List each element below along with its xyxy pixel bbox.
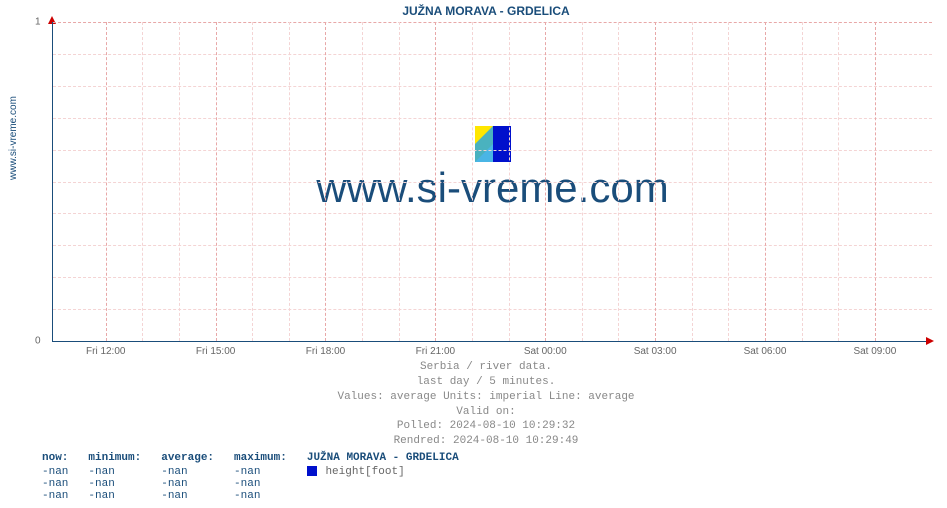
stats-cell-avg: -nan (151, 490, 224, 502)
x-tick-label: Sat 09:00 (853, 346, 896, 357)
plot-wrap: www.si-vreme.com 01Fri 12:00Fri 15:00Fri… (32, 22, 940, 342)
meta-line-range: last day / 5 minutes. (32, 375, 940, 390)
gridline-vertical-minor (179, 22, 180, 341)
stats-series-label: JUŽNA MORAVA - GRDELICA (297, 452, 469, 466)
stats-header-now: now: (32, 452, 78, 466)
gridline-vertical-minor (289, 22, 290, 341)
plot-area: www.si-vreme.com 01Fri 12:00Fri 15:00Fri… (52, 22, 932, 342)
stats-header-min: minimum: (78, 452, 151, 466)
x-axis-arrow-icon (926, 337, 934, 345)
stats-cell-now: -nan (32, 466, 78, 478)
chart-title: JUŽNA MORAVA - GRDELICA (32, 4, 940, 18)
watermark-logo-icon (475, 126, 511, 162)
legend-color-swatch-icon (307, 466, 317, 476)
stats-cell-min: -nan (78, 466, 151, 478)
stats-row: -nan -nan -nan -nan height[foot] (32, 466, 469, 478)
y-tick-label: 0 (35, 336, 41, 347)
gridline-vertical-minor (692, 22, 693, 341)
stats-row: -nan -nan -nan -nan (32, 478, 469, 490)
stats-cell-max: -nan (224, 490, 297, 502)
stats-cell-avg: -nan (151, 466, 224, 478)
stats-cell-min: -nan (78, 490, 151, 502)
watermark-text: www.si-vreme.com (316, 164, 668, 212)
chart-meta: Serbia / river data. last day / 5 minute… (32, 360, 940, 449)
x-tick-label: Sat 00:00 (524, 346, 567, 357)
gridline-vertical (216, 22, 217, 341)
stats-cell-max: -nan (224, 478, 297, 490)
meta-line-valid: Valid on: (32, 405, 940, 420)
y-tick-label: 1 (35, 17, 41, 28)
gridline-horizontal-minor (53, 277, 932, 278)
gridline-horizontal-minor (53, 150, 932, 151)
gridline-vertical-minor (362, 22, 363, 341)
gridline-horizontal-minor (53, 213, 932, 214)
stats-header-avg: average: (151, 452, 224, 466)
stats-cell-avg: -nan (151, 478, 224, 490)
meta-line-values: Values: average Units: imperial Line: av… (32, 390, 940, 405)
meta-line-source: Serbia / river data. (32, 360, 940, 375)
gridline-vertical (545, 22, 546, 341)
gridline-horizontal-minor (53, 182, 932, 183)
x-tick-label: Sat 06:00 (744, 346, 787, 357)
gridline-horizontal-minor (53, 309, 932, 310)
stats-cell-now: -nan (32, 478, 78, 490)
x-tick-label: Sat 03:00 (634, 346, 677, 357)
gridline-horizontal-minor (53, 54, 932, 55)
stats-cell-now: -nan (32, 490, 78, 502)
stats-header-max: maximum: (224, 452, 297, 466)
site-vertical-label: www.si-vreme.com (8, 96, 19, 180)
gridline-vertical (765, 22, 766, 341)
gridline-vertical-minor (252, 22, 253, 341)
gridline-vertical-minor (618, 22, 619, 341)
gridline-vertical-minor (142, 22, 143, 341)
gridline-horizontal (53, 22, 932, 23)
chart-container: JUŽNA MORAVA - GRDELICA www.si-vreme.com… (32, 4, 940, 364)
gridline-vertical (655, 22, 656, 341)
stats-legend-cell: height[foot] (297, 466, 469, 478)
gridline-vertical-minor (472, 22, 473, 341)
gridline-horizontal-minor (53, 118, 932, 119)
stats-cell-max: -nan (224, 466, 297, 478)
gridline-vertical-minor (838, 22, 839, 341)
x-tick-label: Fri 18:00 (306, 346, 345, 357)
gridline-vertical-minor (509, 22, 510, 341)
gridline-vertical (106, 22, 107, 341)
gridline-vertical-minor (582, 22, 583, 341)
stats-header-row: now: minimum: average: maximum: JUŽNA MO… (32, 452, 469, 466)
x-tick-label: Fri 15:00 (196, 346, 235, 357)
gridline-vertical-minor (728, 22, 729, 341)
meta-line-rendered: Rendred: 2024-08-10 10:29:49 (32, 434, 940, 449)
stats-cell-min: -nan (78, 478, 151, 490)
gridline-vertical (435, 22, 436, 341)
x-tick-label: Fri 21:00 (416, 346, 455, 357)
stats-row: -nan -nan -nan -nan (32, 490, 469, 502)
gridline-vertical-minor (399, 22, 400, 341)
stats-table: now: minimum: average: maximum: JUŽNA MO… (32, 452, 469, 502)
legend-unit-label: height[foot] (325, 466, 404, 478)
gridline-horizontal-minor (53, 245, 932, 246)
gridline-vertical-minor (802, 22, 803, 341)
gridline-vertical (325, 22, 326, 341)
meta-line-polled: Polled: 2024-08-10 10:29:32 (32, 419, 940, 434)
x-tick-label: Fri 12:00 (86, 346, 125, 357)
gridline-vertical (875, 22, 876, 341)
gridline-horizontal-minor (53, 86, 932, 87)
